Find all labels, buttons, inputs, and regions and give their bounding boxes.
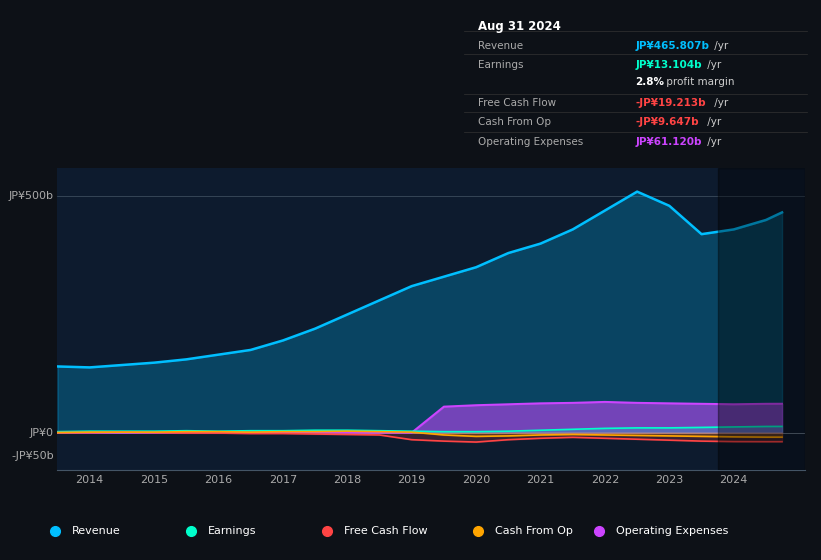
Text: Cash From Op: Cash From Op (478, 117, 551, 127)
Text: Free Cash Flow: Free Cash Flow (344, 526, 428, 535)
Text: Cash From Op: Cash From Op (495, 526, 573, 535)
Text: -JP¥19.213b: -JP¥19.213b (635, 97, 706, 108)
Text: /yr: /yr (704, 117, 722, 127)
Text: JP¥13.104b: JP¥13.104b (635, 60, 702, 70)
Text: 2.8%: 2.8% (635, 77, 664, 87)
Text: Operating Expenses: Operating Expenses (616, 526, 728, 535)
Text: Earnings: Earnings (208, 526, 257, 535)
Text: JP¥465.807b: JP¥465.807b (635, 40, 709, 50)
Text: Free Cash Flow: Free Cash Flow (478, 97, 556, 108)
Text: -JP¥50b: -JP¥50b (11, 451, 53, 461)
Bar (718, 168, 805, 470)
Text: Revenue: Revenue (72, 526, 121, 535)
Text: /yr: /yr (711, 97, 728, 108)
Text: profit margin: profit margin (663, 77, 735, 87)
Text: /yr: /yr (704, 60, 722, 70)
Text: Aug 31 2024: Aug 31 2024 (478, 20, 561, 33)
Text: JP¥61.120b: JP¥61.120b (635, 137, 702, 147)
Text: JP¥0: JP¥0 (30, 428, 53, 437)
Text: JP¥500b: JP¥500b (9, 192, 53, 202)
Text: Revenue: Revenue (478, 40, 523, 50)
Text: /yr: /yr (704, 137, 722, 147)
Text: /yr: /yr (711, 40, 728, 50)
Text: -JP¥9.647b: -JP¥9.647b (635, 117, 699, 127)
Text: Earnings: Earnings (478, 60, 523, 70)
Text: Operating Expenses: Operating Expenses (478, 137, 583, 147)
